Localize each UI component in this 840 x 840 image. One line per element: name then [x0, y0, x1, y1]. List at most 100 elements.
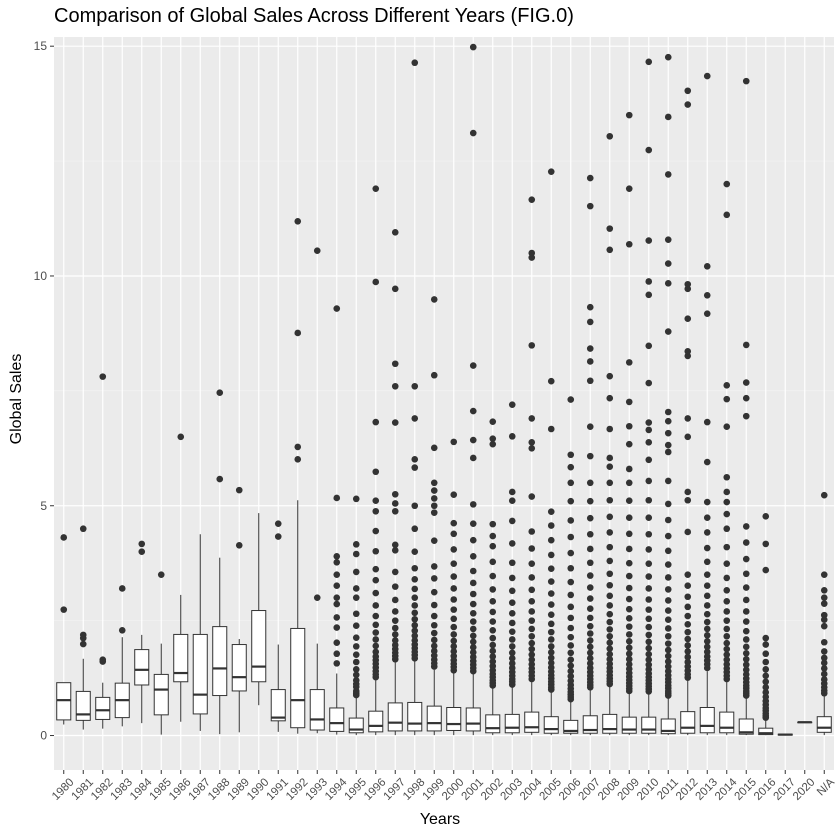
outlier-point — [430, 647, 438, 655]
outlier-point — [606, 626, 614, 633]
outlier-point — [703, 610, 711, 618]
outlier-point — [489, 440, 497, 448]
x-tick-label: 1986 — [167, 776, 194, 803]
outlier-point — [567, 591, 575, 599]
outlier-point — [586, 630, 594, 637]
outlier-point — [567, 549, 575, 557]
outlier-point — [762, 540, 770, 548]
outlier-point — [391, 419, 399, 426]
outlier-point — [333, 650, 341, 658]
box-body — [387, 702, 403, 732]
outlier-point — [547, 508, 555, 516]
outlier-point — [723, 473, 731, 481]
outlier-point — [352, 550, 360, 558]
outlier-point — [294, 217, 302, 225]
outlier-point — [430, 629, 438, 637]
outlier-point — [586, 530, 594, 538]
outlier-point — [430, 296, 438, 303]
outlier-point — [450, 546, 458, 553]
outlier-point — [430, 487, 438, 494]
outlier-point — [411, 382, 419, 390]
outlier-point — [606, 496, 614, 504]
outlier-point — [567, 533, 575, 541]
x-tick-label: 2013 — [693, 776, 720, 803]
outlier-point — [430, 588, 438, 596]
outlier-point — [645, 379, 653, 387]
outlier-point — [411, 602, 419, 609]
outlier-point — [664, 417, 672, 425]
outlier-point — [606, 225, 614, 232]
outlier-point — [684, 285, 692, 293]
outlier-point — [567, 564, 575, 572]
box-body — [641, 716, 657, 734]
box-body — [212, 626, 228, 697]
outlier-point — [177, 433, 185, 441]
outlier-point — [294, 443, 302, 451]
outlier-point — [742, 570, 750, 578]
outlier-point — [762, 678, 770, 686]
outlier-point — [645, 615, 653, 623]
outlier-point — [333, 614, 341, 621]
outlier-point — [469, 625, 477, 633]
outlier-point — [352, 658, 360, 666]
outlier-point — [567, 656, 575, 664]
outlier-point — [606, 645, 614, 652]
outlier-point — [372, 497, 380, 504]
outlier-point — [528, 493, 536, 500]
outlier-point — [489, 418, 497, 425]
outlier-point — [216, 389, 224, 397]
outlier-point — [664, 171, 672, 178]
outlier-point — [508, 433, 516, 440]
outlier-point — [586, 622, 594, 630]
outlier-point — [372, 653, 380, 660]
outlier-point — [489, 658, 497, 665]
outlier-point — [567, 578, 575, 586]
x-tick-label: 2012 — [674, 776, 701, 803]
outlier-point — [664, 408, 672, 416]
outlier-point — [469, 129, 477, 137]
outlier-point — [703, 514, 711, 522]
outlier-point — [606, 463, 614, 470]
outlier-point — [742, 584, 750, 591]
outlier-point — [547, 611, 555, 618]
box-1990 — [251, 513, 267, 706]
box-2005 — [543, 168, 559, 736]
outlier-point — [586, 345, 594, 352]
outlier-point — [313, 594, 321, 601]
outlier-point — [606, 394, 614, 402]
outlier-point — [547, 601, 555, 608]
outlier-point — [352, 677, 360, 684]
outlier-point — [684, 642, 692, 649]
outlier-point — [606, 632, 614, 640]
outlier-point — [528, 249, 536, 257]
outlier-point — [567, 517, 575, 524]
outlier-point — [703, 582, 711, 590]
outlier-point — [411, 502, 419, 510]
outlier-point — [333, 571, 341, 578]
outlier-point — [469, 600, 477, 608]
box-body — [309, 689, 325, 731]
outlier-point — [508, 574, 516, 582]
outlier-point — [684, 603, 692, 611]
box-1998 — [407, 59, 423, 736]
x-tick-label: 1990 — [245, 776, 272, 803]
outlier-point — [703, 72, 711, 80]
outlier-point — [469, 609, 477, 617]
outlier-point — [508, 619, 516, 627]
outlier-point — [606, 581, 614, 589]
outlier-point — [625, 514, 633, 522]
outlier-point — [547, 643, 555, 650]
outlier-point — [742, 649, 750, 657]
outlier-point — [742, 523, 750, 530]
outlier-point — [703, 310, 711, 317]
outlier-point — [723, 395, 731, 403]
outlier-point — [430, 537, 438, 544]
outlier-point — [352, 651, 360, 658]
outlier-point — [450, 573, 458, 580]
outlier-point — [567, 479, 575, 487]
outlier-point — [489, 608, 497, 616]
outlier-point — [625, 595, 633, 603]
outlier-point — [645, 58, 653, 66]
